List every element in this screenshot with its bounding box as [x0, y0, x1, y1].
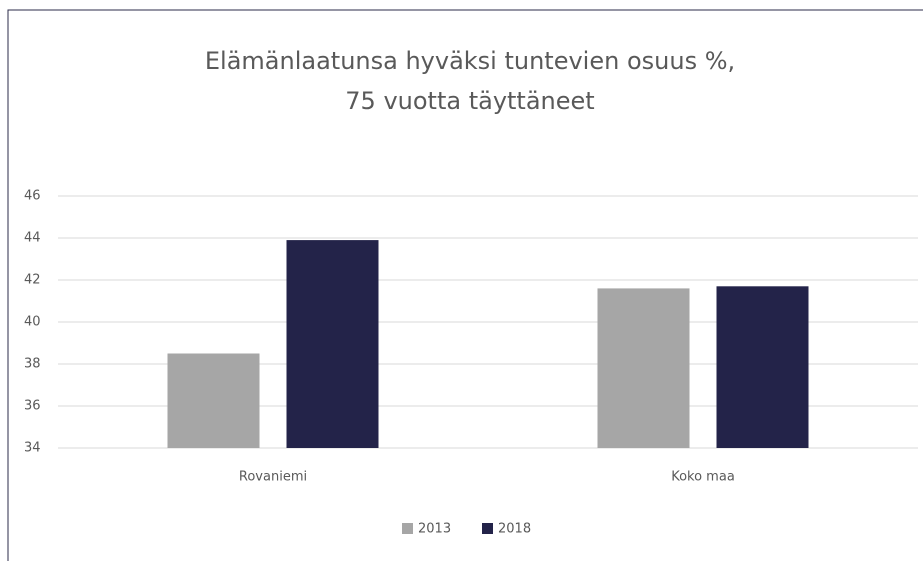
legend-label: 2018: [498, 522, 531, 537]
y-tick-label: 38: [24, 357, 41, 372]
y-tick-label: 34: [24, 441, 41, 456]
bar: [286, 240, 379, 448]
y-tick-label: 42: [24, 273, 41, 288]
y-tick-label: 40: [24, 315, 41, 330]
legend-swatch: [482, 523, 493, 534]
chart-title: 75 vuotta täyttäneet: [345, 87, 594, 115]
chart-title: Elämänlaatunsa hyväksi tuntevien osuus %…: [205, 47, 735, 75]
x-tick-label: Koko maa: [671, 470, 735, 485]
legend-swatch: [402, 523, 413, 534]
y-tick-label: 44: [24, 231, 41, 246]
x-tick-label: Rovaniemi: [239, 470, 307, 485]
y-tick-label: 46: [24, 189, 41, 204]
bar: [597, 288, 690, 448]
bar: [716, 286, 809, 448]
bar: [167, 353, 260, 448]
chart-frame: [7, 9, 923, 561]
legend-label: 2013: [418, 522, 451, 537]
y-tick-label: 36: [24, 399, 41, 414]
